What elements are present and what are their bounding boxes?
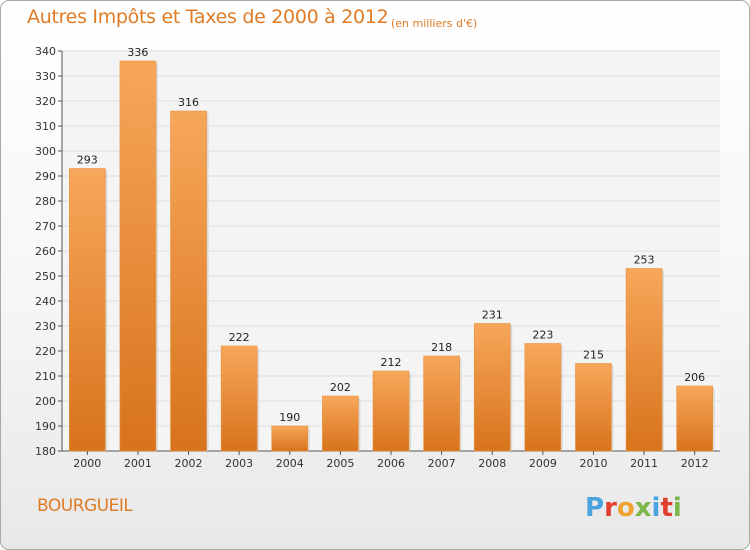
data-label-2009: 223 <box>532 329 553 342</box>
bar-2012 <box>676 385 713 452</box>
bar-2006 <box>372 370 410 452</box>
data-label-2001: 336 <box>127 46 148 59</box>
y-tick-label: 220 <box>35 345 56 358</box>
bar-2008 <box>473 323 511 452</box>
data-label-2002: 316 <box>178 96 199 109</box>
data-label-2007: 218 <box>431 341 452 354</box>
data-label-2004: 190 <box>279 411 300 424</box>
bar-2011 <box>625 268 663 452</box>
bar-2010 <box>575 363 612 452</box>
y-tick-label: 250 <box>35 270 56 283</box>
y-tick-label: 270 <box>35 220 56 233</box>
data-label-2010: 215 <box>583 349 604 362</box>
x-tick-label-2010: 2010 <box>579 457 607 470</box>
y-tick-label: 240 <box>35 295 56 308</box>
y-tick-label: 320 <box>35 95 56 108</box>
bar-2004 <box>271 425 309 452</box>
place-name: BOURGUEIL <box>37 496 133 516</box>
bar-2009 <box>524 343 562 452</box>
data-label-2003: 222 <box>229 331 250 344</box>
x-tick-label-2012: 2012 <box>681 457 709 470</box>
y-tick-label: 190 <box>35 420 56 433</box>
y-tick-label: 300 <box>35 145 56 158</box>
bar-2003 <box>220 345 258 452</box>
y-tick-label: 280 <box>35 195 56 208</box>
x-tick-label-2003: 2003 <box>225 457 253 470</box>
y-tick-label: 310 <box>35 120 56 133</box>
data-label-2005: 202 <box>330 381 351 394</box>
x-tick-label-2006: 2006 <box>377 457 405 470</box>
y-tick-label: 180 <box>35 445 56 458</box>
bar-2001 <box>119 60 157 452</box>
x-tick-label-2001: 2001 <box>124 457 152 470</box>
x-tick-label-2009: 2009 <box>529 457 557 470</box>
x-tick-label-2004: 2004 <box>276 457 304 470</box>
y-tick-label: 200 <box>35 395 56 408</box>
logo-text: Proxiti <box>585 493 682 523</box>
y-tick-label: 210 <box>35 370 56 383</box>
x-tick-label-2008: 2008 <box>478 457 506 470</box>
y-tick-label: 330 <box>35 70 56 83</box>
bar-2007 <box>423 355 460 452</box>
data-label-2006: 212 <box>381 356 402 369</box>
chart-title: Autres Impôts et Taxes de 2000 à 2012 <box>27 6 389 28</box>
x-tick-label-2005: 2005 <box>326 457 354 470</box>
data-label-2000: 293 <box>77 154 98 167</box>
x-tick-label-2007: 2007 <box>428 457 456 470</box>
proxiti-logo: Proxiti <box>585 493 682 523</box>
x-tick-label-2000: 2000 <box>73 457 101 470</box>
data-label-2012: 206 <box>684 371 705 384</box>
y-tick-label: 290 <box>35 170 56 183</box>
bar-2002 <box>170 110 207 452</box>
bar-2005 <box>322 395 359 452</box>
chart-subtitle: (en milliers d'€) <box>391 17 478 30</box>
bar-2000 <box>69 168 106 452</box>
x-tick-label-2002: 2002 <box>175 457 203 470</box>
data-label-2011: 253 <box>634 254 655 267</box>
y-tick-label: 340 <box>35 45 56 58</box>
y-tick-label: 230 <box>35 320 56 333</box>
y-tick-label: 260 <box>35 245 56 258</box>
data-label-2008: 231 <box>482 309 503 322</box>
x-tick-label-2011: 2011 <box>630 457 658 470</box>
